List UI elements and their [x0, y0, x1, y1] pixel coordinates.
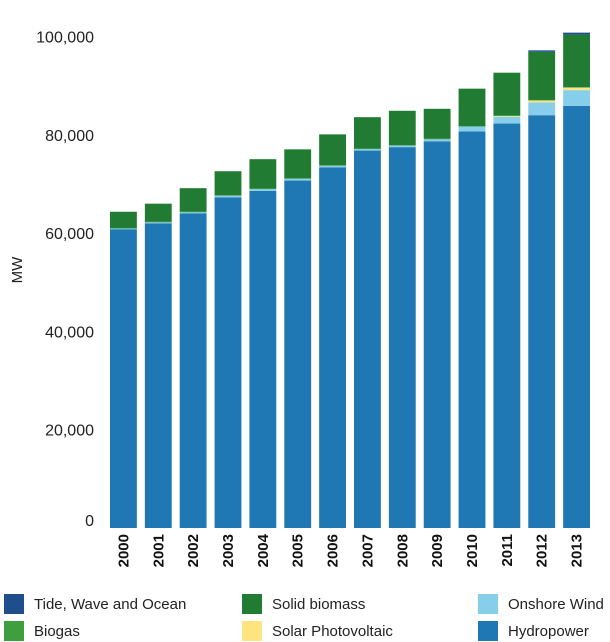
bar-segment: [388, 147, 416, 528]
x-tick-label: 2010: [464, 534, 481, 567]
x-tick-label: 2005: [290, 534, 307, 567]
legend-swatch-solar: [242, 621, 262, 641]
bar-segment: [528, 51, 556, 100]
bar-segment: [563, 105, 590, 529]
bar-segment: [319, 134, 346, 166]
x-tick-label: 2004: [255, 533, 272, 567]
bars: [110, 32, 590, 529]
x-tick-label: 2008: [394, 534, 411, 567]
legend-item-hydropower: Hydropower: [478, 621, 589, 641]
bar-segment: [144, 223, 172, 528]
legend-label-biogas: Biogas: [34, 622, 80, 640]
legend-swatch-biogas: [4, 621, 24, 641]
legend: Tide, Wave and Ocean Solid biomass Onsho…: [0, 588, 610, 642]
bar-segment: [144, 222, 172, 224]
bar-segment: [458, 126, 486, 132]
bar-segment: [388, 145, 416, 148]
x-tick-label: 2000: [115, 534, 132, 567]
bar-segment: [423, 139, 451, 142]
bar-segment: [354, 150, 381, 528]
bar-segment: [563, 32, 590, 35]
bar-segment: [144, 203, 172, 222]
bar-segment: [528, 100, 556, 103]
legend-label-solar: Solar Photovoltaic: [272, 622, 393, 640]
legend-item-biogas: Biogas: [4, 621, 80, 641]
bar-segment: [249, 159, 277, 189]
x-tick-label: 2011: [499, 534, 516, 567]
bar-segment: [284, 149, 312, 179]
x-tick-label: 2012: [534, 534, 551, 567]
legend-swatch-tide: [4, 594, 24, 614]
y-axis-label: MW: [9, 256, 26, 283]
bar-segment: [110, 229, 137, 528]
x-tick-label: 2003: [220, 534, 237, 567]
bar-segment: [110, 228, 137, 230]
bar-segment: [249, 190, 277, 528]
legend-label-solid-biomass: Solid biomass: [272, 595, 366, 613]
legend-item-solid-biomass: Solid biomass: [242, 594, 365, 614]
x-tick-label: 2007: [359, 534, 376, 567]
bar-segment: [110, 211, 137, 228]
bar-segment: [214, 195, 242, 198]
bar-segment: [423, 108, 451, 139]
bar-segment: [284, 178, 312, 181]
bar-segment: [179, 213, 207, 529]
y-tick-label: 100,000: [36, 30, 94, 47]
bar-segment: [423, 141, 451, 528]
legend-swatch-onshore-wind: [478, 594, 498, 614]
bar-segment: [214, 197, 242, 528]
x-axis-ticks: 2000 2001 2002 2003 2004 2005 2006 2007 2008 2009…: [115, 533, 585, 567]
bar-segment: [284, 180, 312, 528]
bar-segment: [528, 50, 556, 52]
y-axis-ticks: 0 20,000 40,000 60,000 80,000 100,000: [36, 30, 94, 530]
bar-segment: [354, 117, 381, 149]
bar-segment: [354, 149, 381, 151]
legend-swatch-hydropower: [478, 621, 498, 641]
y-tick-label: 40,000: [45, 324, 94, 341]
bar-segment: [528, 102, 556, 116]
x-tick-label: 2001: [150, 534, 167, 567]
legend-label-onshore-wind: Onshore Wind: [508, 595, 604, 613]
stacked-bar-chart: MW 0 20,000 40,000 60,000 80,000 100,000 2000…: [9, 30, 590, 567]
y-tick-label: 80,000: [45, 128, 94, 145]
legend-swatch-solid-biomass: [242, 594, 262, 614]
x-tick-label: 2006: [325, 534, 342, 567]
bar-segment: [319, 165, 346, 168]
bar-segment: [179, 212, 207, 214]
bar-segment: [249, 189, 277, 191]
y-tick-label: 0: [85, 513, 94, 530]
x-tick-label: 2013: [569, 534, 586, 567]
x-tick-label: 2009: [429, 534, 446, 567]
legend-item-onshore-wind: Onshore Wind: [478, 594, 604, 614]
y-tick-label: 60,000: [45, 226, 94, 243]
legend-item-solar: Solar Photovoltaic: [242, 621, 393, 641]
bar-segment: [388, 110, 416, 146]
bar-segment: [563, 90, 590, 106]
bar-segment: [563, 34, 590, 88]
bar-segment: [563, 87, 590, 91]
legend-label-tide: Tide, Wave and Ocean: [34, 595, 187, 613]
bar-segment: [493, 116, 521, 124]
x-tick-label: 2002: [185, 534, 202, 567]
bar-segment: [493, 115, 521, 117]
bar-segment: [179, 188, 207, 212]
bar-segment: [458, 88, 486, 127]
y-tick-label: 20,000: [45, 423, 94, 440]
bar-segment: [458, 131, 486, 529]
legend-item-tide: Tide, Wave and Ocean: [4, 594, 186, 614]
bar-segment: [493, 123, 521, 529]
legend-label-hydropower: Hydropower: [508, 622, 589, 640]
bar-segment: [528, 115, 556, 528]
bar-segment: [319, 167, 346, 529]
bar-segment: [493, 72, 521, 116]
bar-segment: [214, 171, 242, 196]
